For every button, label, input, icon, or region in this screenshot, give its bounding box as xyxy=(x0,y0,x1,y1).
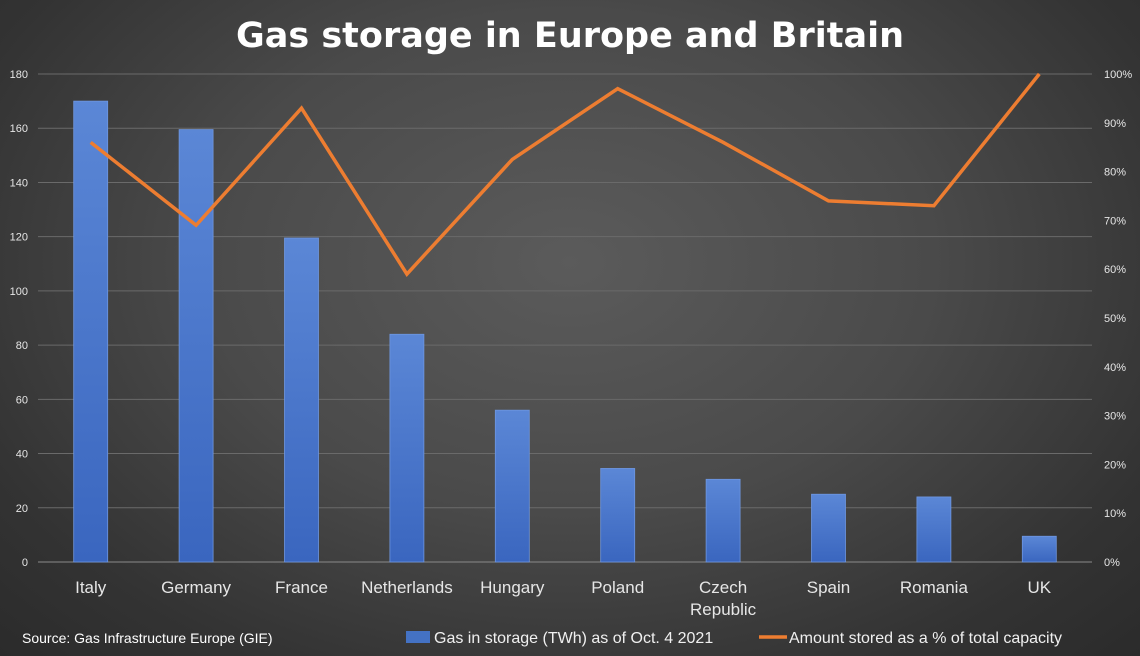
right-axis-tick-label: 0% xyxy=(1104,557,1120,569)
bar-germany xyxy=(178,129,214,563)
legend-bar-label: Gas in storage (TWh) as of Oct. 4 2021 xyxy=(434,630,713,647)
line-series xyxy=(89,72,1041,277)
bar-italy xyxy=(73,100,109,563)
source-note: Source: Gas Infrastructure Europe (GIE) xyxy=(22,630,273,646)
left-axis-tick-label: 160 xyxy=(10,123,28,135)
bar-romania xyxy=(916,496,952,563)
left-axis-tick-label: 60 xyxy=(16,394,28,406)
bar-spain xyxy=(811,493,846,563)
capacity-line xyxy=(89,72,1041,277)
legend-line-label: Amount stored as a % of total capacity xyxy=(789,630,1062,647)
right-axis-tick-label: 60% xyxy=(1104,264,1126,276)
right-axis-tick-label: 30% xyxy=(1104,411,1126,423)
bar-netherlands xyxy=(389,333,425,563)
left-axis-tick-label: 100 xyxy=(10,286,28,298)
right-axis-tick-label: 10% xyxy=(1104,508,1126,520)
category-label: Netherlands xyxy=(361,578,453,597)
left-axis-tick-label: 40 xyxy=(16,449,28,461)
category-label: Hungary xyxy=(480,578,545,597)
right-axis-tick-label: 40% xyxy=(1104,362,1126,374)
bar-series xyxy=(73,100,1057,563)
right-axis-tick-label: 100% xyxy=(1104,69,1132,81)
left-axis-tick-label: 80 xyxy=(16,340,28,352)
category-label: Spain xyxy=(807,578,850,597)
chart-title: Gas storage in Europe and Britain xyxy=(236,16,904,56)
right-axis-tick-label: 80% xyxy=(1104,167,1126,179)
legend-bar-swatch xyxy=(406,631,430,643)
category-label: Poland xyxy=(591,578,644,597)
category-label: Italy xyxy=(75,578,107,597)
bar-czech-republic xyxy=(705,478,741,563)
right-axis-tick-labels: 0% 10% 20% 30% 40% 50% 60% 70% 80% 90% 100% xyxy=(1104,69,1132,569)
category-label: UK xyxy=(1027,578,1051,597)
right-axis-tick-label: 50% xyxy=(1104,313,1126,325)
left-axis-tick-label: 20 xyxy=(16,503,28,515)
left-axis-tick-labels: 0 20 40 60 80 100 120 140 160 180 xyxy=(10,69,28,569)
bar-hungary xyxy=(494,409,530,563)
bar-poland xyxy=(600,468,636,563)
right-axis-tick-label: 90% xyxy=(1104,118,1126,130)
left-axis-tick-label: 140 xyxy=(10,177,28,189)
gridlines xyxy=(38,73,1092,563)
category-label: Romania xyxy=(900,578,969,597)
category-axis-labels: Italy Germany France Netherlands Hungary Pola… xyxy=(75,578,1052,619)
left-axis-tick-label: 120 xyxy=(10,232,28,244)
right-axis-tick-label: 70% xyxy=(1104,215,1126,227)
legend: Gas in storage (TWh) as of Oct. 4 2021 A… xyxy=(406,630,1062,647)
category-label: France xyxy=(275,578,328,597)
right-axis-tick-label: 20% xyxy=(1104,459,1126,471)
bar-france xyxy=(284,237,319,563)
category-label: Germany xyxy=(161,578,231,597)
left-axis-tick-label: 180 xyxy=(10,69,28,81)
bar-uk xyxy=(1021,535,1057,563)
category-label: Czech Republic xyxy=(690,578,757,619)
left-axis-tick-label: 0 xyxy=(22,557,28,569)
